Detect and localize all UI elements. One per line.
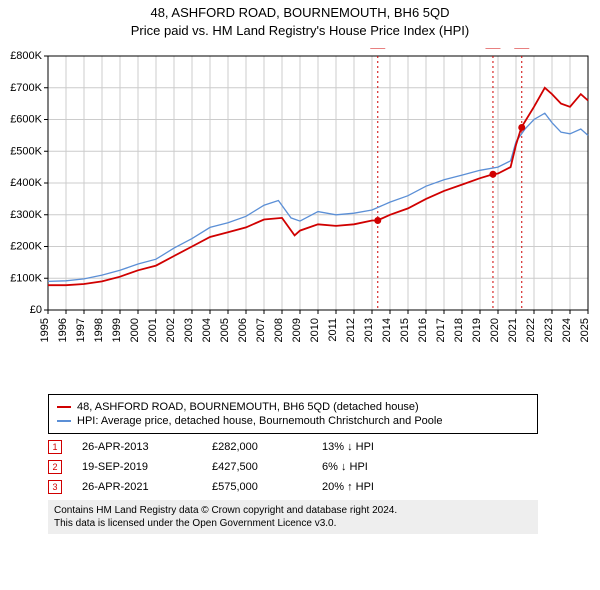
event-point — [374, 217, 381, 224]
event-date: 19-SEP-2019 — [82, 461, 192, 473]
chart-container: £0 £100K £200K £300K £400K £500K £600K £700K £80… — [4, 48, 594, 388]
event-marker: 1 — [48, 440, 62, 454]
event-price: £575,000 — [212, 481, 302, 493]
event-marker: 3 — [48, 480, 62, 494]
event-price: £282,000 — [212, 441, 302, 453]
svg-text:2012: 2012 — [345, 318, 357, 342]
legend-label: HPI: Average price, detached house, Bour… — [77, 415, 442, 427]
svg-text:£400K: £400K — [10, 177, 42, 189]
svg-text:1997: 1997 — [75, 318, 87, 342]
svg-text:2004: 2004 — [201, 318, 213, 342]
svg-text:2015: 2015 — [399, 318, 411, 342]
footer-line-2: This data is licensed under the Open Gov… — [54, 517, 532, 530]
svg-text:2005: 2005 — [219, 318, 231, 342]
price-chart: £0 £100K £200K £300K £400K £500K £600K £700K £80… — [4, 48, 594, 388]
event-diff: 20% ↑ HPI — [322, 481, 422, 493]
svg-text:2003: 2003 — [183, 318, 195, 342]
svg-text:1999: 1999 — [111, 318, 123, 342]
svg-text:2014: 2014 — [381, 318, 393, 342]
svg-text:2002: 2002 — [165, 318, 177, 342]
svg-text:2008: 2008 — [273, 318, 285, 342]
svg-text:2017: 2017 — [435, 318, 447, 342]
svg-text:2025: 2025 — [579, 318, 591, 342]
svg-text:2001: 2001 — [147, 318, 159, 342]
legend: 48, ASHFORD ROAD, BOURNEMOUTH, BH6 5QD (… — [48, 394, 538, 434]
event-row: 2 19-SEP-2019 £427,500 6% ↓ HPI — [48, 460, 538, 474]
svg-text:2016: 2016 — [417, 318, 429, 342]
svg-text:£800K: £800K — [10, 50, 42, 62]
svg-text:2000: 2000 — [129, 318, 141, 342]
legend-row: HPI: Average price, detached house, Bour… — [57, 415, 529, 427]
svg-text:2007: 2007 — [255, 318, 267, 342]
svg-text:£300K: £300K — [10, 209, 42, 221]
legend-swatch — [57, 420, 71, 422]
legend-swatch — [57, 406, 71, 408]
svg-text:2020: 2020 — [489, 318, 501, 342]
title-line-2: Price paid vs. HM Land Registry's House … — [4, 22, 596, 40]
event-point — [489, 171, 496, 178]
svg-text:£100K: £100K — [10, 273, 42, 285]
footer-line-1: Contains HM Land Registry data © Crown c… — [54, 504, 532, 517]
svg-text:2011: 2011 — [327, 318, 339, 342]
svg-text:2023: 2023 — [543, 318, 555, 342]
legend-row: 48, ASHFORD ROAD, BOURNEMOUTH, BH6 5QD (… — [57, 401, 529, 413]
svg-text:£200K: £200K — [10, 241, 42, 253]
event-point — [518, 124, 525, 131]
event-diff: 13% ↓ HPI — [322, 441, 422, 453]
svg-text:1998: 1998 — [93, 318, 105, 342]
event-marker: 2 — [48, 460, 62, 474]
title-line-1: 48, ASHFORD ROAD, BOURNEMOUTH, BH6 5QD — [4, 4, 596, 22]
svg-text:2021: 2021 — [507, 318, 519, 342]
svg-text:2009: 2009 — [291, 318, 303, 342]
svg-text:2006: 2006 — [237, 318, 249, 342]
svg-text:£500K: £500K — [10, 146, 42, 158]
attribution-footer: Contains HM Land Registry data © Crown c… — [48, 500, 538, 534]
event-row: 1 26-APR-2013 £282,000 13% ↓ HPI — [48, 440, 538, 454]
svg-text:2010: 2010 — [309, 318, 321, 342]
svg-text:£600K: £600K — [10, 114, 42, 126]
svg-text:2022: 2022 — [525, 318, 537, 342]
legend-label: 48, ASHFORD ROAD, BOURNEMOUTH, BH6 5QD (… — [77, 401, 419, 413]
event-diff: 6% ↓ HPI — [322, 461, 422, 473]
svg-text:1995: 1995 — [39, 318, 51, 342]
svg-text:£0: £0 — [30, 304, 42, 316]
svg-text:2024: 2024 — [561, 318, 573, 342]
events-table: 1 26-APR-2013 £282,000 13% ↓ HPI 2 19-SEP-201… — [48, 440, 538, 494]
svg-text:2013: 2013 — [363, 318, 375, 342]
svg-text:2019: 2019 — [471, 318, 483, 342]
svg-text:2018: 2018 — [453, 318, 465, 342]
svg-text:1996: 1996 — [57, 318, 69, 342]
event-date: 26-APR-2013 — [82, 441, 192, 453]
event-row: 3 26-APR-2021 £575,000 20% ↑ HPI — [48, 480, 538, 494]
event-date: 26-APR-2021 — [82, 481, 192, 493]
event-price: £427,500 — [212, 461, 302, 473]
chart-title-block: 48, ASHFORD ROAD, BOURNEMOUTH, BH6 5QD P… — [4, 4, 596, 40]
svg-text:£700K: £700K — [10, 82, 42, 94]
